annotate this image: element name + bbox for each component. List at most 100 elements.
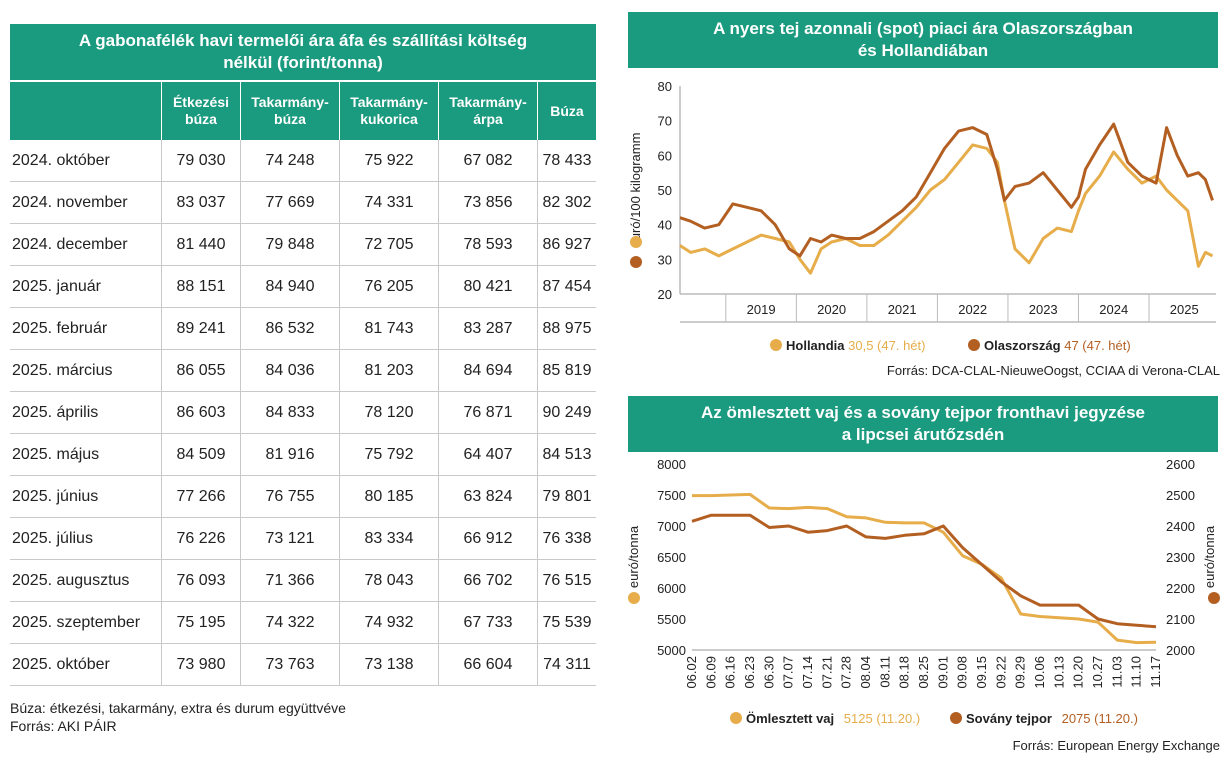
price-cell: 83 334: [339, 517, 439, 560]
price-cell: 84 513: [537, 433, 596, 476]
x-tick-label: 08.11: [877, 656, 892, 688]
x-tick-label: 11.17: [1148, 656, 1163, 688]
row-period-cell: 2024. december: [10, 223, 162, 266]
table-row: 2025. március 86 055 84 036 81 203 84 694 85 …: [10, 349, 596, 392]
legend-sovany-tejpor: Sovány tejpor 2075 (11.20.): [950, 711, 1138, 726]
price-cell: 74 932: [339, 601, 439, 644]
table-row: 2025. június 77 266 76 755 80 185 63 824 79 8…: [10, 475, 596, 518]
x-tick-label: 08.04: [858, 656, 873, 689]
x-tick-label: 2023: [1029, 302, 1058, 317]
price-cell: 80 421: [438, 265, 538, 308]
x-tick-label: 2020: [817, 302, 846, 317]
price-cell: 86 927: [537, 223, 596, 266]
table-footnote: Búza: étkezési, takarmány, extra és duru…: [10, 700, 346, 716]
grain-price-table: Étkezési búza Takarmány-búza Takarmány-ku…: [10, 82, 596, 686]
row-period-cell: 2025. január: [10, 265, 162, 308]
y-left-tick-label: 7500: [657, 488, 686, 503]
x-tick-label: 07.28: [839, 656, 854, 689]
price-cell: 66 604: [438, 643, 538, 686]
price-cell: 78 593: [438, 223, 538, 266]
table-row: 2024. november 83 037 77 669 74 331 73 856 82…: [10, 181, 596, 224]
y-right-axis-marker-icon: [1208, 592, 1220, 604]
price-cell: 82 302: [537, 181, 596, 224]
series-line-omlesztett-vaj: [692, 492, 1157, 645]
x-tick-label: 07.21: [819, 656, 834, 689]
legend-value: 30,5 (47. hét): [848, 338, 926, 353]
x-tick-label: 2024: [1099, 302, 1128, 317]
x-tick-label: 10.06: [1032, 656, 1047, 689]
row-period-cell: 2024. október: [10, 140, 162, 182]
y-right-tick-label: 2400: [1166, 519, 1195, 534]
price-cell: 86 603: [161, 391, 241, 434]
price-cell: 80 185: [339, 475, 439, 518]
price-cell: 73 138: [339, 643, 439, 686]
x-tick-label: 11.10: [1129, 656, 1144, 688]
row-period-cell: 2025. július: [10, 517, 162, 560]
y-right-tick-label: 2300: [1166, 550, 1195, 565]
price-cell: 75 195: [161, 601, 241, 644]
x-tick-label: 09.15: [974, 656, 989, 689]
row-period-cell: 2025. március: [10, 349, 162, 392]
price-cell: 73 980: [161, 643, 241, 686]
y-tick-label: 80: [658, 79, 672, 94]
series-line-olaszorszag: [679, 122, 1214, 258]
legend-hollandia: Hollandia 30,5 (47. hét): [770, 338, 925, 353]
y-tick-label: 20: [658, 287, 672, 302]
dairy-futures-chart: 5000 5500 6000 6500 7000 7500 8000 2000 2100 2200…: [626, 457, 1220, 689]
column-header-etkezesi-buza: Étkezési búza: [161, 82, 241, 140]
y-right-tick-label: 2200: [1166, 581, 1195, 596]
row-period-cell: 2025. április: [10, 391, 162, 434]
price-cell: 81 203: [339, 349, 439, 392]
x-tick-label: 07.07: [781, 656, 796, 689]
legend-name: Olaszország: [984, 338, 1061, 353]
price-cell: 90 249: [537, 391, 596, 434]
price-cell: 83 037: [161, 181, 241, 224]
price-cell: 74 248: [240, 140, 340, 182]
dairy-chart-source: Forrás: European Energy Exchange: [1012, 738, 1220, 753]
legend-name: Hollandia: [786, 338, 845, 353]
y-right-tick-label: 2600: [1166, 457, 1195, 472]
y-left-tick-label: 8000: [657, 457, 686, 472]
price-cell: 73 856: [438, 181, 538, 224]
price-cell: 86 055: [161, 349, 241, 392]
price-cell: 79 801: [537, 475, 596, 518]
y-left-axis-title: euró/tonna: [626, 525, 641, 588]
y-tick-label: 30: [658, 252, 672, 267]
y-tick-label: 60: [658, 148, 672, 163]
y-axis-title: euró/100 kilogramm: [628, 133, 643, 248]
x-tick-label: 11.03: [1109, 656, 1124, 688]
price-cell: 75 922: [339, 140, 439, 182]
price-cell: 81 440: [161, 223, 241, 266]
x-tick-label: 06.16: [723, 656, 738, 689]
x-tick-label: 09.08: [955, 656, 970, 689]
price-cell: 89 241: [161, 307, 241, 350]
x-tick-label: 10.20: [1071, 656, 1086, 689]
price-cell: 84 509: [161, 433, 241, 476]
table-header-row: Étkezési búza Takarmány-búza Takarmány-ku…: [10, 82, 596, 140]
y-axis-marker-icon: [630, 236, 642, 248]
x-tick-label: 2025: [1170, 302, 1199, 317]
y-right-axis-title: euró/tonna: [1202, 525, 1217, 588]
price-cell: 88 151: [161, 265, 241, 308]
price-cell: 76 205: [339, 265, 439, 308]
x-tick-label: 06.23: [742, 656, 757, 689]
y-tick-label: 40: [658, 218, 672, 233]
x-tick-label: 08.18: [897, 656, 912, 689]
price-cell: 85 819: [537, 349, 596, 392]
price-cell: 72 705: [339, 223, 439, 266]
table-source: Forrás: AKI PÁIR: [10, 718, 117, 734]
price-cell: 76 093: [161, 559, 241, 602]
column-header-takarmany-kukorica: Takarmány-kukorica: [339, 82, 439, 140]
price-cell: 73 763: [240, 643, 340, 686]
x-tick-label: 09.29: [1013, 656, 1028, 689]
column-header-takarmany-buza: Takarmány-búza: [240, 82, 340, 140]
x-tick-label: 06.30: [761, 656, 776, 689]
price-cell: 84 694: [438, 349, 538, 392]
price-cell: 71 366: [240, 559, 340, 602]
y-right-tick-label: 2000: [1166, 643, 1195, 658]
table-row: 2024. december 81 440 79 848 72 705 78 593 86…: [10, 223, 596, 266]
table-row: 2025. január 88 151 84 940 76 205 80 421 87 4…: [10, 265, 596, 308]
x-tick-label: 09.01: [935, 656, 950, 689]
x-tick-label: 09.22: [993, 656, 1008, 689]
price-cell: 76 755: [240, 475, 340, 518]
